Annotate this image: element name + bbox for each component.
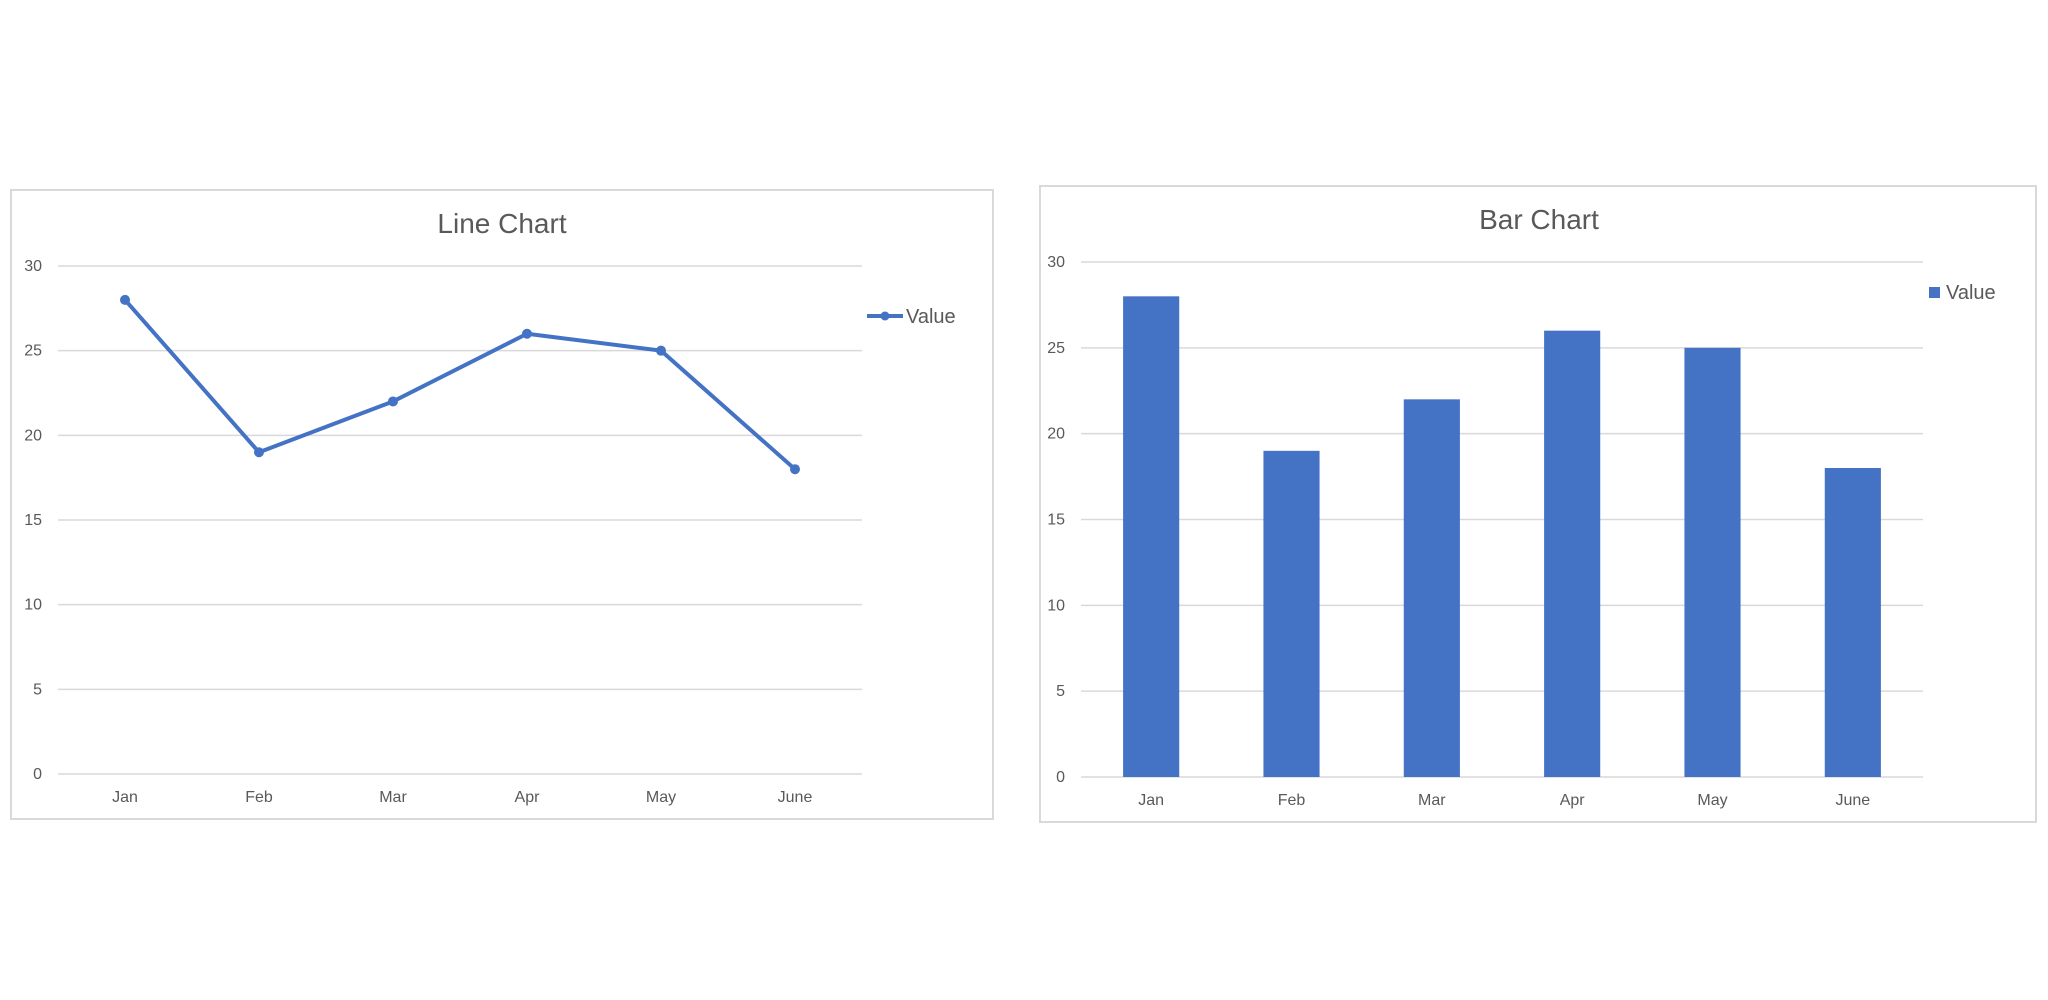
line-y-tick-label: 10: [24, 597, 42, 614]
bar-rect: [1403, 399, 1460, 777]
bar-x-tick-label: June: [1835, 792, 1870, 809]
bar-x-tick-label: Mar: [1418, 792, 1446, 809]
bar-chart-panel: Bar Chart 0 5 10 15 20 25 30 Jan Feb Mar Apr May Ju…: [1039, 185, 2037, 823]
line-chart-title: Line Chart: [437, 208, 566, 239]
line-data-point: [656, 345, 666, 356]
line-data-point: [254, 447, 264, 458]
line-series-path: [123, 298, 797, 471]
bar-x-tick-label: Apr: [1560, 792, 1586, 809]
bar-x-tick-label: Jan: [1138, 792, 1164, 809]
line-x-tick-label: Feb: [245, 789, 273, 806]
bar-rect: [1123, 296, 1180, 777]
line-x-tick-label: June: [778, 789, 813, 806]
line-y-tick-label: 15: [24, 512, 42, 529]
line-x-tick-label: May: [646, 789, 676, 806]
line-y-tick-label: 30: [24, 258, 42, 275]
bar-chart-legend: Value: [1929, 282, 1996, 304]
legend-square-swatch: [1929, 287, 1940, 298]
bar-chart-title: Bar Chart: [1479, 204, 1599, 235]
line-y-tick-label: 5: [33, 681, 42, 698]
bar-rect: [1824, 468, 1881, 777]
line-chart-svg: Line Chart 0 5 10 15 20 25 30 Jan Feb Mar Apr May J…: [24, 208, 956, 806]
bar-chart-svg: Bar Chart 0 5 10 15 20 25 30 Jan Feb Mar Apr May Ju…: [1047, 204, 1996, 809]
bar-x-tick-label: Feb: [1278, 792, 1306, 809]
line-y-tick-label: 20: [24, 427, 42, 444]
bar-y-tick-label: 15: [1047, 512, 1065, 529]
line-x-tick-label: Mar: [379, 789, 407, 806]
bar-x-tick-label: May: [1697, 792, 1727, 809]
line-data-point: [388, 396, 398, 407]
line-y-tick-label: 0: [33, 766, 42, 783]
line-data-point: [522, 328, 532, 339]
line-legend-label: Value: [906, 306, 956, 328]
bar-y-tick-label: 30: [1047, 254, 1065, 271]
line-chart-legend: Value: [867, 306, 956, 328]
line-data-point: [790, 464, 800, 475]
bar-y-tick-label: 0: [1056, 769, 1065, 786]
bar-rect: [1263, 450, 1320, 777]
bar-y-tick-label: 5: [1056, 683, 1065, 700]
bar-rect: [1684, 347, 1741, 777]
bar-legend-label: Value: [1946, 282, 1996, 304]
line-y-tick-label: 25: [24, 343, 42, 360]
bar-y-tick-label: 20: [1047, 426, 1065, 443]
legend-marker: [880, 311, 890, 321]
line-chart-panel: Line Chart 0 5 10 15 20 25 30 Jan Feb Mar Apr May J…: [10, 189, 994, 820]
bar-y-tick-label: 25: [1047, 340, 1065, 357]
bar-rect: [1544, 330, 1601, 777]
line-x-tick-label: Jan: [112, 789, 138, 806]
bar-y-tick-label: 10: [1047, 597, 1065, 614]
line-x-tick-label: Apr: [515, 789, 541, 806]
line-data-point: [120, 294, 130, 305]
